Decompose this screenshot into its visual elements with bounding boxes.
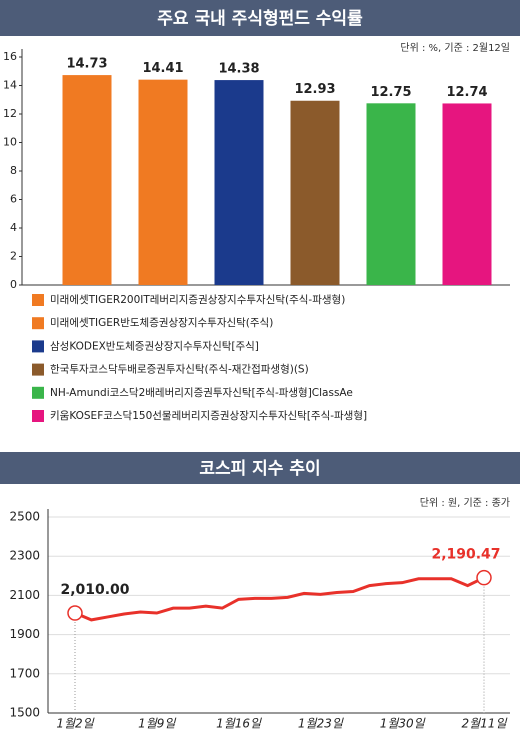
bar [214,80,264,286]
value-label: 12.75 [370,85,411,100]
unit-note: 단위 : 원, 기준 : 종가 [420,496,510,509]
y-tick-label: 10 [3,136,17,149]
y-tick-label: 0 [10,278,17,291]
legend-swatch [32,410,44,422]
y-tick-label: 2300 [9,549,40,563]
chart-title: 코스피 지수 추이 [199,459,320,479]
y-tick-label: 16 [3,50,17,63]
bar [62,75,112,285]
legend-label: 한국투자코스닥두배로증권투자신탁(주식-재간접파생형)(S) [50,364,309,376]
y-tick-label: 2100 [9,588,40,602]
x-tick-label: 1월2일 [56,717,94,731]
legend-label: NH-Amundi코스닥2배레버리지증권투자신탁[주식-파생형]ClassAe [50,387,353,399]
y-tick-label: 2 [10,250,17,263]
bar [442,103,492,285]
legend-swatch [32,340,44,353]
x-tick-label: 1월16일 [216,717,262,731]
y-tick-label: 4 [10,221,17,234]
legend-label: 미래에셋TIGER200IT레버리지증권상장지수투자신탁(주식-파생형) [50,294,345,306]
value-label: 2,190.47 [431,547,500,563]
legend-label: 미래에셋TIGER반도체증권상장지수투자신탁(주식) [50,317,273,329]
y-tick-label: 6 [10,193,17,206]
legend-swatch [32,317,44,330]
value-label: 14.41 [142,61,183,76]
y-tick-label: 1500 [9,706,40,720]
legend-swatch [32,386,44,399]
value-label: 12.74 [446,85,487,100]
y-tick-label: 1900 [9,627,40,641]
x-tick-label: 1월23일 [298,717,344,731]
legend-swatch [32,363,44,376]
value-label: 14.73 [66,57,107,72]
y-tick-label: 12 [3,107,17,120]
value-label: 2,010.00 [60,582,129,598]
x-tick-label: 1월9일 [138,717,176,731]
point-marker [67,605,83,621]
value-label: 14.38 [218,62,259,77]
y-tick-label: 2500 [9,510,40,524]
unit-note: 단위 : %, 기준 : 2월12일 [400,41,510,54]
legend-swatch [32,294,44,306]
value-label: 12.93 [294,82,335,97]
legend-label: 삼성KODEX반도체증권상장지수투자신탁[주식] [50,340,259,352]
y-tick-label: 1700 [9,666,40,680]
bar [138,79,188,285]
y-tick-label: 14 [3,79,17,92]
line [74,576,485,622]
bar [290,100,340,285]
legend-label: 키움KOSEF코스닥150선물레버리지증권상장지수투자신탁[주식-파생형] [50,410,367,422]
chart-title: 주요 국내 주식형펀드 수익률 [157,8,363,29]
header-bar [0,0,520,36]
point-marker [476,569,492,586]
bar [366,103,416,285]
x-tick-label: 2월11일 [462,717,508,731]
y-tick-label: 8 [10,164,17,177]
x-tick-label: 1월30일 [380,717,426,731]
header-bar [0,452,520,484]
